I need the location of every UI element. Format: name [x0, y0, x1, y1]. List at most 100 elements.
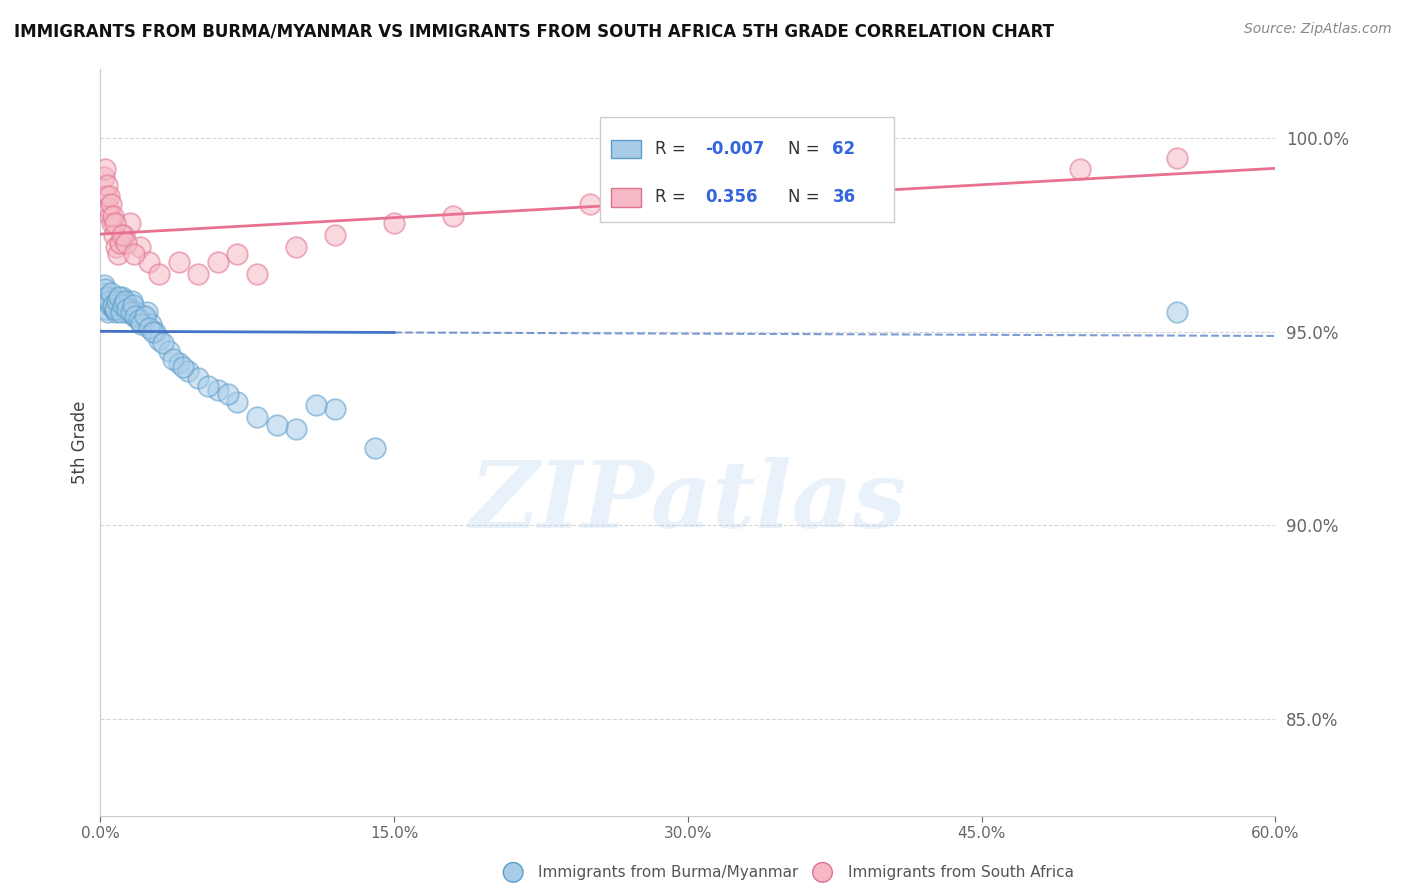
Point	[325, 227, 347, 242]
Point	[325, 402, 347, 417]
Point	[363, 441, 385, 455]
Text: N =: N =	[787, 188, 825, 206]
Text: IMMIGRANTS FROM BURMA/MYANMAR VS IMMIGRANTS FROM SOUTH AFRICA 5TH GRADE CORRELAT: IMMIGRANTS FROM BURMA/MYANMAR VS IMMIGRA…	[14, 22, 1054, 40]
Point	[111, 227, 134, 242]
Text: Immigrants from South Africa: Immigrants from South Africa	[848, 865, 1074, 880]
Text: -0.007: -0.007	[706, 140, 765, 158]
Point	[775, 178, 797, 192]
Point	[134, 310, 156, 324]
Point	[120, 305, 142, 319]
Point	[96, 189, 118, 203]
Point	[143, 325, 166, 339]
Text: Immigrants from Burma/Myanmar: Immigrants from Burma/Myanmar	[538, 865, 799, 880]
Point	[207, 255, 229, 269]
Point	[138, 255, 160, 269]
Point	[115, 301, 138, 316]
Point	[104, 216, 127, 230]
Point	[305, 399, 328, 413]
Point	[114, 235, 136, 250]
Point	[96, 290, 118, 304]
Point	[112, 301, 135, 316]
Point	[101, 216, 124, 230]
Text: 36: 36	[832, 188, 855, 206]
Point	[107, 247, 129, 261]
Point	[110, 305, 132, 319]
Point	[1166, 305, 1188, 319]
Point	[108, 293, 131, 308]
Point	[100, 197, 122, 211]
Bar	[612, 188, 641, 207]
Point	[266, 417, 288, 432]
Point	[101, 293, 124, 308]
Point	[103, 301, 125, 316]
Point	[98, 209, 121, 223]
Point	[118, 301, 141, 316]
Point	[167, 255, 190, 269]
Point	[108, 290, 131, 304]
Point	[108, 235, 131, 250]
Point	[187, 371, 209, 385]
Text: 0.356: 0.356	[706, 188, 758, 206]
Point	[285, 422, 308, 436]
Point	[105, 305, 128, 319]
Point	[112, 227, 135, 242]
Point	[118, 216, 141, 230]
Point	[226, 394, 249, 409]
Point	[136, 305, 159, 319]
Text: Source: ZipAtlas.com: Source: ZipAtlas.com	[1244, 22, 1392, 37]
Point	[217, 386, 239, 401]
Point	[131, 317, 153, 331]
Point	[101, 298, 124, 312]
Point	[226, 247, 249, 261]
Point	[1166, 151, 1188, 165]
Point	[96, 301, 118, 316]
Point	[177, 363, 200, 377]
Point	[157, 344, 180, 359]
Point	[98, 293, 121, 308]
Point	[114, 293, 136, 308]
Point	[107, 298, 129, 312]
Point	[93, 278, 115, 293]
Text: ZIPatlas: ZIPatlas	[470, 457, 907, 547]
Point	[103, 227, 125, 242]
Point	[105, 293, 128, 308]
Point	[441, 209, 464, 223]
Point	[96, 178, 118, 192]
Point	[111, 290, 134, 304]
Point	[1069, 162, 1091, 177]
Point	[93, 169, 115, 184]
Text: R =: R =	[655, 188, 690, 206]
Point	[97, 201, 120, 215]
Point	[98, 298, 121, 312]
Text: N =: N =	[787, 140, 825, 158]
Point	[162, 351, 184, 366]
Point	[128, 313, 150, 327]
Point	[187, 267, 209, 281]
Point	[100, 286, 122, 301]
Point	[97, 305, 120, 319]
Point	[285, 240, 308, 254]
Point	[141, 317, 163, 331]
Point	[105, 240, 128, 254]
Point	[167, 356, 190, 370]
Point	[172, 359, 194, 374]
Point	[579, 197, 602, 211]
Point	[148, 333, 170, 347]
Point	[128, 313, 150, 327]
Text: 62: 62	[832, 140, 855, 158]
Point	[117, 298, 139, 312]
FancyBboxPatch shape	[600, 117, 893, 222]
Point	[382, 216, 405, 230]
Point	[114, 305, 136, 319]
Point	[121, 298, 143, 312]
Point	[207, 383, 229, 397]
Point	[104, 301, 127, 316]
Point	[138, 321, 160, 335]
Point	[197, 379, 219, 393]
Point	[94, 162, 117, 177]
Point	[122, 247, 145, 261]
Point	[152, 336, 174, 351]
Text: R =: R =	[655, 140, 690, 158]
Point	[124, 310, 146, 324]
Y-axis label: 5th Grade: 5th Grade	[72, 401, 89, 483]
